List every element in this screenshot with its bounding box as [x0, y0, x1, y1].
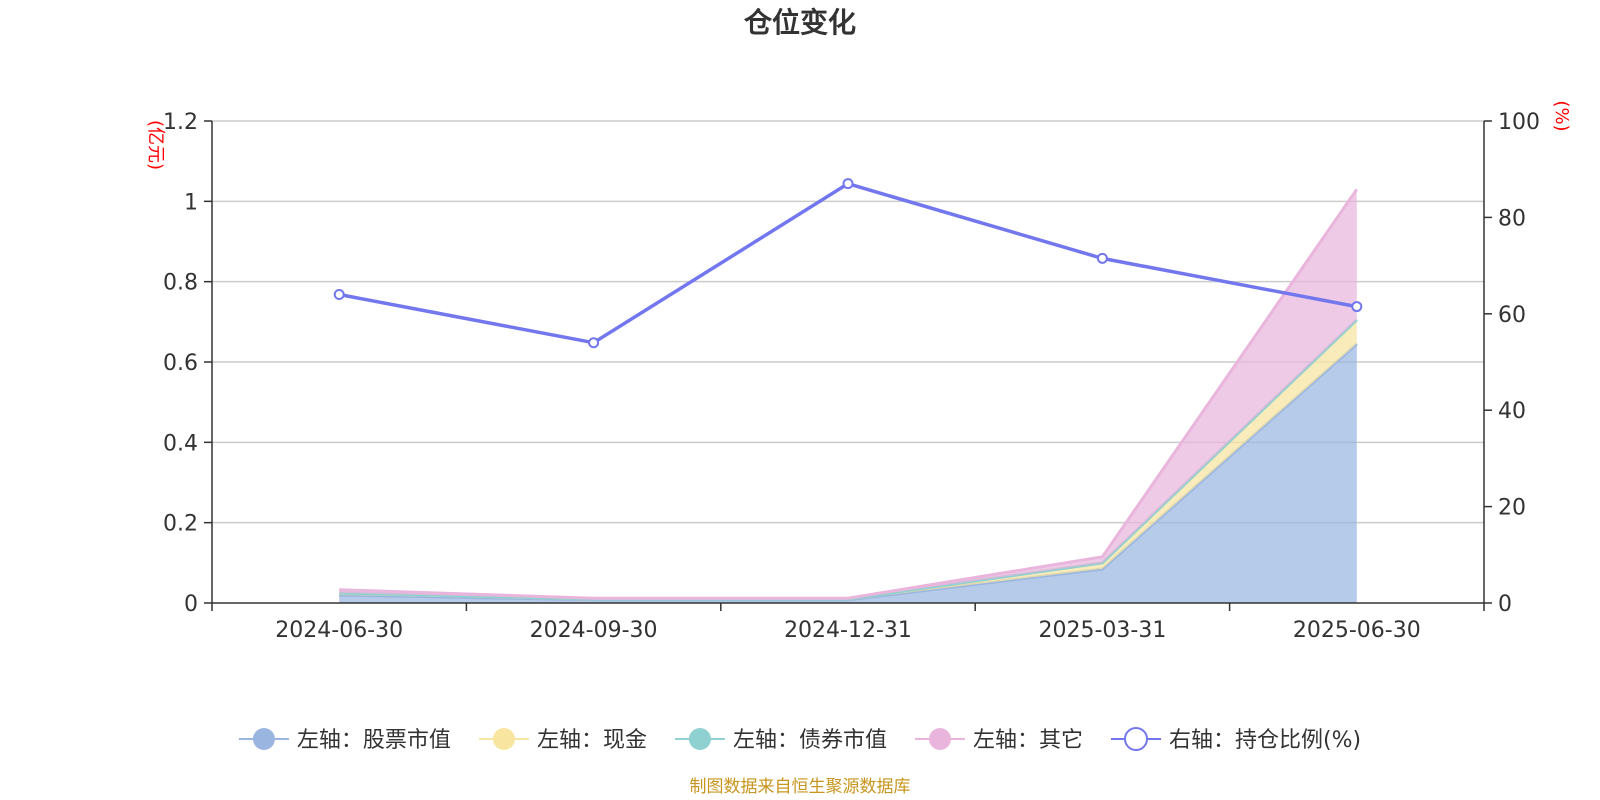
right-axis-tick-label: 80: [1498, 206, 1526, 231]
x-axis-tick-label: 2025-06-30: [1293, 618, 1421, 643]
right-axis-unit: (%): [1551, 100, 1572, 131]
legend-marker: [252, 728, 275, 750]
legend-item: 左轴：股票市值: [238, 728, 451, 753]
legend-item: 左轴：债券市值: [674, 728, 887, 753]
area-0: [339, 343, 1357, 603]
chart-title: 仓位变化: [744, 6, 856, 39]
stacked-areas: [339, 188, 1359, 603]
x-axis-tick-label: 2024-06-30: [275, 618, 403, 643]
right-axis-tick-label: 100: [1498, 110, 1540, 135]
legend: 左轴：股票市值 左轴：现金 左轴：债券市值 左轴：其它 右轴：持仓比例(%): [238, 727, 1361, 753]
x-axis-tick-label: 2025-03-31: [1038, 618, 1166, 643]
legend-item: 左轴：现金: [478, 728, 647, 753]
legend-marker: [928, 728, 951, 750]
left-axis-tick-label: 0.6: [163, 351, 198, 376]
legend-label: 左轴：债券市值: [733, 728, 887, 753]
legend-marker: [688, 728, 711, 750]
legend-label: 左轴：其它: [973, 728, 1083, 753]
holding-ratio-point: [1096, 252, 1108, 264]
legend-label: 左轴：现金: [537, 728, 647, 753]
holding-ratio-point: [842, 178, 854, 190]
legend-label: 右轴：持仓比例(%): [1169, 728, 1361, 753]
right-axis-tick-label: 20: [1498, 496, 1526, 521]
left-axis-unit: (亿元): [145, 120, 166, 170]
x-axis-tick-label: 2024-09-30: [530, 618, 658, 643]
right-axis-tick-label: 40: [1498, 399, 1526, 424]
right-axis-tick-label: 60: [1498, 303, 1526, 328]
x-axis-tick-label: 2024-12-31: [784, 618, 912, 643]
right-axis-tick-label: 0: [1498, 592, 1512, 617]
holding-ratio-point: [1351, 301, 1363, 313]
legend-label: 左轴：股票市值: [297, 728, 451, 753]
left-axis-tick-label: 1: [184, 190, 198, 215]
left-axis-tick-label: 0: [184, 592, 198, 617]
left-axis-tick-label: 0.2: [163, 512, 198, 537]
data-source-note: 制图数据来自恒生聚源数据库: [690, 777, 911, 797]
legend-item: 左轴：其它: [914, 728, 1083, 753]
holding-ratio-line: [333, 178, 1363, 349]
axes: 0 0.2 0.4 0.6 0.8 1 1.2 0 20 40 60 80 100 2024-06-30 2…: [163, 110, 1540, 643]
legend-marker: [492, 728, 515, 750]
legend-marker: [1123, 727, 1148, 751]
holding-ratio-path: [338, 181, 1358, 345]
left-axis-tick-label: 0.4: [163, 431, 198, 456]
holding-ratio-point: [333, 289, 345, 301]
left-axis-tick-label: 1.2: [163, 110, 198, 135]
holding-ratio-point: [588, 337, 600, 349]
legend-item: 右轴：持仓比例(%): [1110, 727, 1361, 753]
left-axis-tick-label: 0.8: [163, 271, 198, 296]
area-edge-3: [339, 188, 1359, 600]
